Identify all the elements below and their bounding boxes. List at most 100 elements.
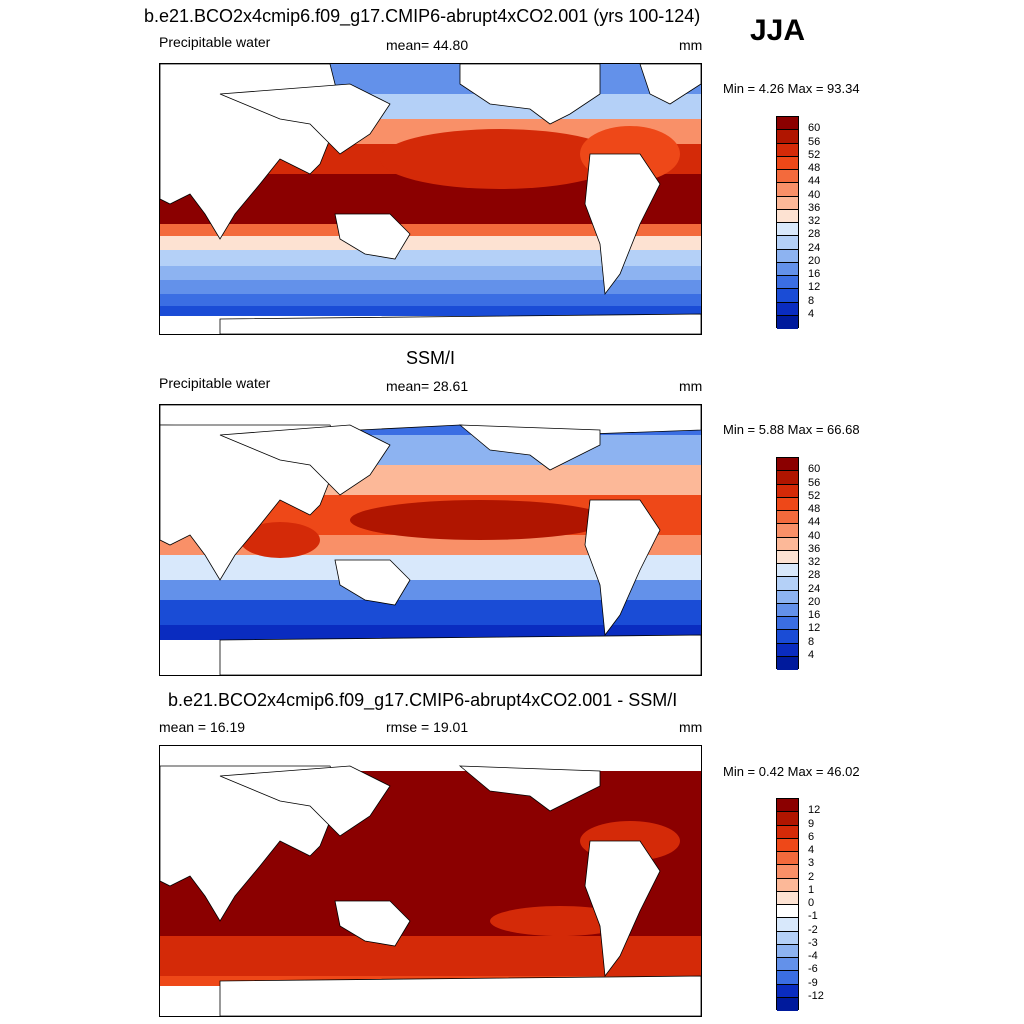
panel1-colorbar-tick-label: 48	[808, 162, 821, 174]
panel3-colorbar-tick-label: 12	[808, 804, 821, 817]
panel1-colorbar-segment	[777, 130, 798, 144]
panel2-minmax-label: Min = 5.88 Max = 66.68	[723, 422, 860, 437]
panel2-variable-label: Precipitable water	[159, 375, 271, 391]
panel2-colorbar-tick-label: 8	[808, 635, 815, 648]
panel3-colorbar-segment	[777, 944, 798, 958]
panel3-colorbar-segment	[777, 918, 798, 932]
panel2-colorbar-segment	[777, 590, 798, 604]
panel2-colorbar-segment	[777, 656, 798, 670]
panel3-colorbar-segment	[777, 799, 798, 813]
panel2-colorbar-segment	[777, 537, 798, 551]
panel1-colorbar	[776, 116, 799, 329]
panel1-variable-label: Precipitable water	[159, 34, 271, 50]
panel1-colorbar-segment	[777, 276, 798, 290]
panel2-colorbar-tick-label: 32	[808, 556, 821, 568]
panel1-colorbar-segment	[777, 249, 798, 263]
panel3-colorbar-segment	[777, 997, 798, 1011]
panel3-colorbar-segment	[777, 865, 798, 879]
panel1-colorbar-segment	[777, 302, 798, 316]
panel2-colorbar-tick-label: 28	[808, 569, 821, 582]
panel2-colorbar-tick-label: 48	[808, 503, 821, 515]
panel3-colorbar-tick-label: 3	[808, 857, 815, 870]
panel2-colorbar-tick-label: 36	[808, 542, 821, 555]
panel3-colorbar-segment	[777, 838, 798, 852]
panel2-colorbar-segment	[777, 577, 798, 591]
panel2-map	[159, 404, 702, 676]
panel1-colorbar-tick-label: 60	[808, 122, 821, 135]
season-label: JJA	[750, 14, 806, 47]
panel2-colorbar-tick-label: 24	[808, 582, 821, 595]
panel2-colorbar-segment	[777, 484, 798, 498]
panel3-colorbar-tick-label: 1	[808, 883, 815, 896]
panel3-colorbar-tick-label: 2	[808, 870, 815, 883]
panel2-colorbar-tick-label: 52	[808, 489, 821, 502]
panel3-colorbar-tick-label: -2	[808, 923, 818, 936]
panel3-units-label: mm	[679, 719, 703, 735]
panel2-colorbar-tick-label: 16	[808, 609, 821, 621]
panel1-colorbar-segment	[777, 196, 798, 210]
panel1-colorbar-segment	[777, 156, 798, 170]
panel1-colorbar-tick-label: 12	[808, 281, 821, 294]
panel3-colorbar	[776, 798, 799, 1011]
panel2-colorbar-segment	[777, 643, 798, 657]
panel3-colorbar-tick-label: 6	[808, 830, 815, 843]
panel3-colorbar-tick-label: -9	[808, 976, 818, 989]
panel1-colorbar-segment	[777, 209, 798, 223]
panel3-colorbar-tick-label: -4	[808, 950, 818, 962]
panel3-colorbar-segment	[777, 958, 798, 972]
panel3-colorbar-tick-label: 9	[808, 817, 815, 830]
panel1-colorbar-segment	[777, 236, 798, 250]
panel2-units-label: mm	[679, 378, 703, 394]
panel2-title: SSM/I	[406, 348, 456, 368]
panel1-colorbar-segment	[777, 315, 798, 329]
panel3-map	[159, 745, 702, 1017]
panel3-colorbar-segment	[777, 812, 798, 826]
panel2-colorbar-tick-label: 40	[808, 529, 821, 542]
panel1-colorbar-tick-label: 24	[808, 241, 821, 254]
panel3-colorbar-segment	[777, 931, 798, 945]
panel3-colorbar-tick-label: -12	[808, 989, 824, 1002]
panel3-rmse-label: rmse = 19.01	[386, 719, 469, 735]
panel1-colorbar-tick-label: 40	[808, 188, 821, 201]
panel2-colorbar-segment	[777, 603, 798, 617]
panel2-colorbar-segment	[777, 524, 798, 538]
panel2-colorbar-segment	[777, 630, 798, 644]
panel2-colorbar-segment	[777, 550, 798, 564]
panel2-colorbar-tick-label: 20	[808, 595, 821, 608]
panel2-colorbar-segment	[777, 458, 798, 472]
panel3-colorbar-segment	[777, 878, 798, 892]
panel3-colorbar-tick-label: 0	[808, 897, 815, 909]
panel1-colorbar-tick-label: 52	[808, 148, 821, 161]
panel1-colorbar-tick-label: 4	[808, 307, 815, 320]
panel2-colorbar-segment	[777, 564, 798, 578]
panel1-title: b.e21.BCO2x4cmip6.f09_g17.CMIP6-abrupt4x…	[144, 6, 701, 26]
panel3-colorbar-segment	[777, 971, 798, 985]
panel2-colorbar-segment	[777, 497, 798, 511]
panel2-mean-label: mean= 28.61	[386, 378, 469, 394]
panel3-colorbar-segment	[777, 891, 798, 905]
panel1-colorbar-tick-label: 16	[808, 268, 821, 280]
panel2-colorbar-segment	[777, 511, 798, 525]
panel1-mean-label: mean= 44.80	[386, 37, 469, 53]
panel1-colorbar-segment	[777, 262, 798, 276]
panel3-colorbar-segment	[777, 852, 798, 866]
panel1-colorbar-segment	[777, 170, 798, 184]
panel2-colorbar	[776, 457, 799, 670]
panel1-colorbar-tick-label: 56	[808, 135, 821, 148]
panel1-colorbar-segment	[777, 289, 798, 303]
panel2-colorbar-tick-label: 12	[808, 622, 821, 635]
panel3-colorbar-segment	[777, 984, 798, 998]
panel3-minmax-label: Min = 0.42 Max = 46.02	[723, 764, 860, 779]
panel1-colorbar-segment	[777, 223, 798, 237]
panel1-colorbar-tick-label: 32	[808, 215, 821, 227]
panel2-colorbar-tick-label: 60	[808, 463, 821, 476]
panel3-colorbar-tick-label: -3	[808, 936, 818, 949]
panel2-colorbar-tick-label: 44	[808, 516, 821, 529]
panel1-colorbar-tick-label: 8	[808, 294, 815, 307]
panel1-colorbar-tick-label: 20	[808, 254, 821, 267]
panel1-colorbar-tick-label: 44	[808, 175, 821, 188]
panel3-colorbar-segment	[777, 825, 798, 839]
panel2-colorbar-segment	[777, 617, 798, 631]
panel1-colorbar-tick-label: 28	[808, 228, 821, 241]
panel3-colorbar-tick-label: 4	[808, 844, 815, 856]
